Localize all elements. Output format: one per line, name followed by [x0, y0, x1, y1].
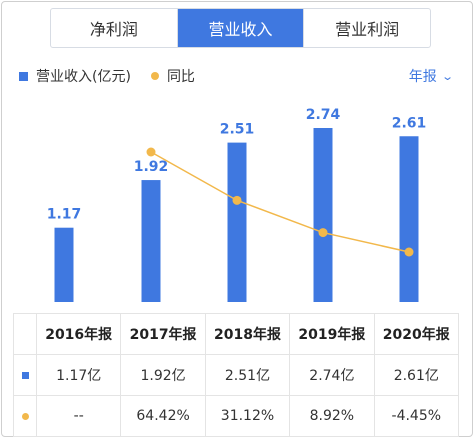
tab-net-profit[interactable]: 净利润	[89, 20, 138, 39]
table-cell: -4.45%	[373, 395, 460, 437]
bar-value-label: 2.61	[392, 115, 427, 131]
table-row-yoy: -- 64.42% 31.12% 8.92% -4.45%	[13, 395, 460, 437]
table-header-cell: 2017年报	[120, 313, 206, 355]
yoy-point	[318, 228, 328, 238]
bar-value-label: 1.92	[134, 159, 169, 175]
bar-2020年报	[399, 136, 419, 302]
chevron-down-icon: ⌄	[440, 69, 454, 83]
yoy-point	[404, 247, 414, 257]
yoy-row-marker	[13, 395, 37, 437]
period-label: 年报	[408, 69, 437, 85]
table-cell: 1.92亿	[120, 354, 206, 396]
yoy-point	[232, 195, 242, 205]
table-header-cell: 2020年报	[373, 313, 460, 355]
table-header-cell: 2016年报	[35, 313, 122, 355]
table-cell: 31.12%	[204, 395, 291, 437]
table-header-cell: 2018年报	[204, 313, 291, 355]
table-cell: 2.61亿	[373, 354, 460, 396]
tab-revenue[interactable]: 营业收入	[176, 9, 304, 47]
yoy-line	[150, 151, 410, 253]
bar-legend-square-icon	[19, 71, 28, 81]
line-legend-dot-icon	[150, 72, 159, 80]
table-cell: 64.42%	[120, 395, 206, 437]
table-cell: 1.17亿	[35, 354, 122, 396]
yoy-point	[146, 147, 156, 157]
table-cell: --	[35, 395, 122, 437]
bar-value-label: 2.74	[306, 107, 341, 123]
bar-2018年报	[227, 142, 247, 302]
bar-value-label: 1.17	[47, 207, 82, 223]
bar-2016年报	[54, 227, 74, 302]
metric-tabs: 净利润 营业收入 营业利润	[50, 8, 431, 48]
revenue-row-marker	[13, 354, 37, 396]
chart-legend: 营业收入(亿元) 同比	[19, 66, 195, 86]
table-row-revenue: 1.17亿 1.92亿 2.51亿 2.74亿 2.61亿	[13, 354, 460, 396]
bar-2017年报	[141, 180, 161, 302]
revenue-chart: 1.17 1.92 2.51 2.74 2.61	[47, 107, 427, 302]
bar-square-icon	[21, 372, 29, 379]
table-header-row: 2016年报 2017年报 2018年报 2019年报 2020年报	[13, 313, 460, 355]
table-header-cell: 2019年报	[289, 313, 375, 355]
data-table: 2016年报 2017年报 2018年报 2019年报 2020年报 1.17亿…	[13, 313, 460, 437]
line-dot-icon	[21, 413, 29, 420]
period-selector[interactable]: 年报 ⌄	[408, 66, 454, 86]
legend-line-label: 同比	[166, 69, 195, 85]
tab-operating-profit[interactable]: 营业利润	[303, 9, 430, 47]
bar-value-label: 2.51	[220, 122, 255, 138]
table-cell: 2.51亿	[204, 354, 291, 396]
bar-2019年报	[313, 128, 333, 302]
table-header-corner	[13, 313, 37, 355]
table-cell: 2.74亿	[289, 354, 375, 396]
table-cell: 8.92%	[289, 395, 375, 437]
legend-bar-label: 营业收入(亿元)	[36, 69, 131, 85]
